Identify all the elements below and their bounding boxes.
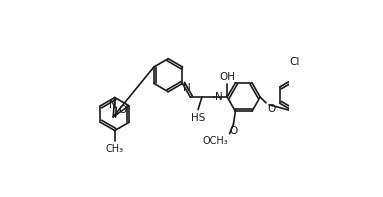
Text: O: O [267,104,275,114]
Text: CH₃: CH₃ [106,144,124,154]
Text: OCH₃: OCH₃ [203,136,229,146]
Text: HS: HS [191,112,205,123]
Text: N: N [183,83,191,93]
Text: O: O [118,105,126,115]
Text: OH: OH [219,72,235,83]
Text: N: N [214,92,222,102]
Text: N: N [108,100,116,110]
Text: Cl: Cl [289,57,300,67]
Text: O: O [229,126,237,136]
